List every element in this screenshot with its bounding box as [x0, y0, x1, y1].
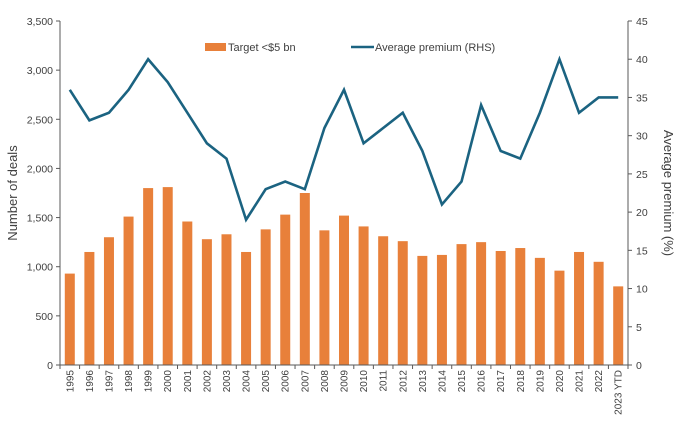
- x-tick-label: 2002: [202, 370, 213, 393]
- y-tick-label: 0: [47, 360, 53, 372]
- bar-2023 YTD: [613, 286, 623, 365]
- x-tick-label: 2022: [594, 370, 605, 393]
- bar-2015: [457, 244, 467, 365]
- bar-2009: [339, 216, 349, 365]
- bar-2005: [261, 229, 271, 365]
- x-tick-label: 2008: [320, 370, 331, 393]
- bar-series: [65, 187, 623, 365]
- x-tick-label: 1999: [144, 370, 155, 393]
- bar-2020: [554, 271, 564, 365]
- x-tick-label: 2016: [477, 370, 488, 393]
- y2-tick-label: 20: [636, 207, 648, 219]
- bar-1999: [143, 188, 153, 365]
- x-tick-label: 2004: [242, 370, 253, 393]
- y2-tick-label: 40: [636, 54, 648, 66]
- bar-2012: [398, 241, 408, 365]
- bar-2003: [221, 234, 231, 365]
- bar-2022: [594, 262, 604, 365]
- x-tick-label: 1997: [104, 370, 115, 393]
- x-tick-label: 1998: [124, 370, 135, 393]
- bar-2017: [496, 251, 506, 365]
- bar-2010: [359, 226, 369, 365]
- bar-2021: [574, 252, 584, 365]
- x-tick-label: 2009: [340, 370, 351, 393]
- bar-2018: [515, 248, 525, 365]
- x-tick-label: 2023 YTD: [614, 370, 625, 415]
- x-tick-label: 2011: [379, 370, 390, 392]
- bar-2019: [535, 258, 545, 365]
- y2-axis-label: Average premium (%): [661, 130, 676, 256]
- y-tick-label: 2,500: [27, 114, 53, 126]
- x-tick-label: 2012: [398, 370, 409, 393]
- y2-tick-label: 10: [636, 284, 648, 296]
- y2-tick-label: 30: [636, 131, 648, 143]
- bar-2007: [300, 193, 310, 365]
- x-tick-label: 2003: [222, 370, 233, 393]
- bar-2006: [280, 215, 290, 365]
- y2-tick-label: 0: [636, 360, 642, 372]
- y2-tick-label: 5: [636, 322, 642, 334]
- bar-2011: [378, 236, 388, 365]
- x-tick-label: 2005: [261, 370, 272, 393]
- x-tick-label: 2017: [496, 370, 507, 393]
- y-tick-label: 1,500: [27, 213, 53, 225]
- x-tick-label: 2006: [281, 370, 292, 393]
- legend-swatch-bars: [205, 43, 226, 51]
- legend-label-bars: Target <$5 bn: [228, 42, 296, 54]
- bar-2000: [163, 187, 173, 365]
- bar-1998: [124, 217, 134, 365]
- y2-tick-label: 35: [636, 92, 648, 104]
- x-tick-label: 2015: [457, 370, 468, 393]
- x-tick-label: 2001: [183, 370, 194, 393]
- y-tick-label: 500: [35, 311, 53, 323]
- x-tick-label: 2007: [300, 370, 311, 393]
- y2-tick-label: 45: [636, 16, 648, 28]
- bar-2014: [437, 255, 447, 365]
- bar-2001: [182, 222, 192, 365]
- x-tick-label: 1995: [65, 370, 76, 393]
- y-tick-label: 1,000: [27, 262, 53, 274]
- x-tick-label: 2019: [535, 370, 546, 393]
- x-tick-label: 2010: [359, 370, 370, 393]
- x-tick-label: 2000: [163, 370, 174, 393]
- y-tick-label: 3,500: [27, 16, 53, 28]
- bar-2008: [319, 230, 329, 365]
- bar-2004: [241, 252, 251, 365]
- bar-1997: [104, 237, 114, 365]
- x-tick-label: 2018: [516, 370, 527, 393]
- bar-2013: [417, 256, 427, 365]
- bar-1996: [84, 252, 94, 365]
- legend-label-line: Average premium (RHS): [375, 42, 495, 54]
- x-tick-label: 2020: [555, 370, 566, 393]
- x-tick-label: 2013: [418, 370, 429, 393]
- bar-2016: [476, 242, 486, 365]
- x-tick-label: 1996: [85, 370, 96, 393]
- bar-1995: [65, 274, 75, 365]
- y2-tick-label: 25: [636, 169, 648, 181]
- legend: Target <$5 bn Average premium (RHS): [205, 42, 495, 54]
- y-axis-label: Number of deals: [5, 145, 20, 241]
- x-tick-label: 2021: [575, 370, 586, 393]
- y2-tick-label: 15: [636, 245, 648, 257]
- bar-2002: [202, 239, 212, 365]
- y-tick-label: 3,000: [27, 65, 53, 77]
- x-tick-label: 2014: [437, 370, 448, 393]
- y-tick-label: 2,000: [27, 163, 53, 175]
